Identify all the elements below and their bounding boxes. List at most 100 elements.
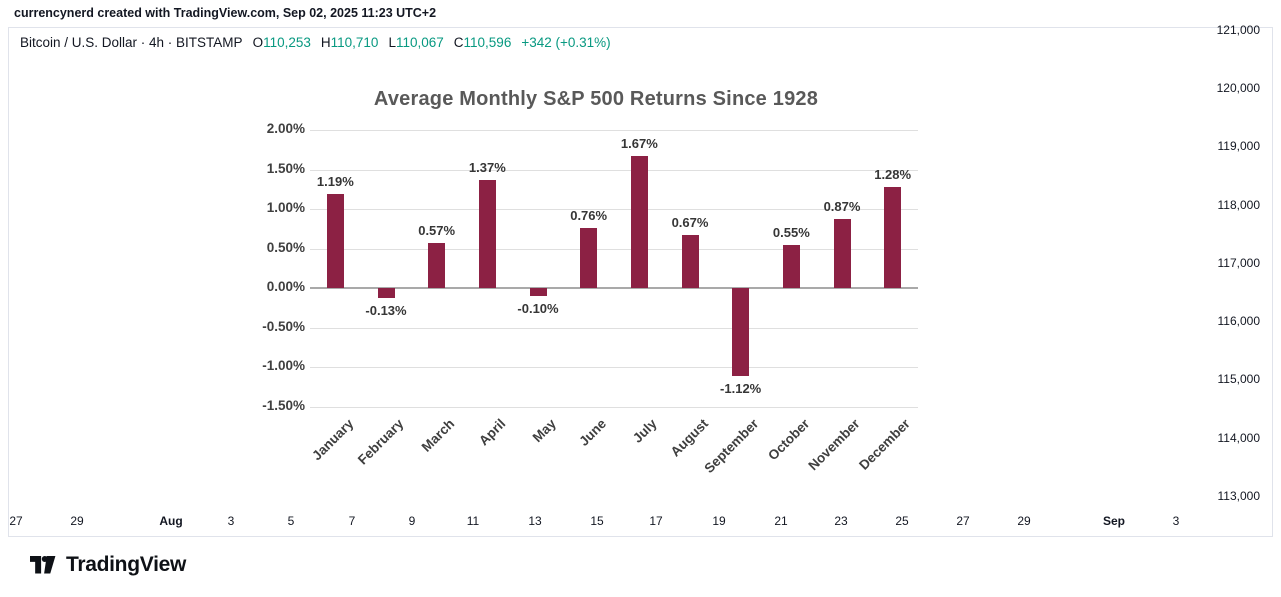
time-scale-label: 23 <box>834 514 848 528</box>
ohlc-token-l: L110,067 <box>388 35 443 50</box>
price-scale-label: 117,000 <box>1217 256 1261 270</box>
month-label-july: July <box>630 416 660 446</box>
ohlc-value: 110,710 <box>330 35 379 50</box>
price-scale-label: 113,000 <box>1217 489 1261 503</box>
bar-value-march: 0.57% <box>418 222 456 238</box>
price-scale-label: 115,000 <box>1217 372 1261 386</box>
bar-june <box>580 227 598 288</box>
month-label-april: April <box>475 416 508 449</box>
symbol-title: Bitcoin / U.S. Dollar · 4h · BITSTAMP <box>20 35 243 50</box>
ohlc-letter: L <box>388 35 396 50</box>
y-axis-tick-label: -1.00% <box>262 358 305 373</box>
bar-november <box>833 219 851 288</box>
bar-august <box>681 235 699 288</box>
tradingview-logo-icon <box>30 555 56 573</box>
month-label-january: January <box>308 416 356 464</box>
time-scale-label: 27 <box>9 514 23 528</box>
chart-y-axis: 2.00% 1.50% 1.00% 0.50% 0.00% -0.50% -1.00% -1.… <box>0 0 305 597</box>
bar-september <box>732 288 750 377</box>
bar-value-july: 1.67% <box>620 136 658 152</box>
bar-value-november: 0.87% <box>823 199 861 215</box>
bar-april <box>478 179 496 288</box>
price-scale-label: 114,000 <box>1217 431 1261 445</box>
time-scale-label: 15 <box>590 514 604 528</box>
gridline <box>310 169 918 171</box>
price-scale-label: 118,000 <box>1217 198 1261 212</box>
y-axis-tick-label: 0.00% <box>266 279 305 294</box>
time-scale-label: 11 <box>466 514 480 528</box>
month-label-august: August <box>667 416 711 460</box>
bar-december <box>884 186 902 288</box>
ohlc-value: 110,067 <box>395 35 444 50</box>
y-axis-tick-label: -1.50% <box>262 397 305 413</box>
gridline <box>310 367 918 368</box>
ohlc-value: 110,253 <box>263 35 311 50</box>
price-scale-label: 116,000 <box>1217 314 1261 328</box>
bar-value-june: 0.76% <box>570 207 608 223</box>
time-scale-label: 13 <box>528 514 542 528</box>
bar-value-february: -0.13% <box>365 303 407 319</box>
bar-march <box>428 242 446 288</box>
ohlc-token-c: C110,596 <box>454 35 512 50</box>
month-label-november: November <box>805 416 863 474</box>
gridline <box>310 130 918 131</box>
bar-february <box>377 288 395 299</box>
time-scale-label: 3 <box>1172 514 1180 528</box>
gridline <box>310 406 918 408</box>
chart-title: Average Monthly S&P 500 Returns Since 19… <box>373 88 819 110</box>
time-scale-label: 19 <box>712 514 726 528</box>
bar-value-may: -0.10% <box>517 300 559 316</box>
ohlc-letter: H <box>320 35 331 50</box>
gridline <box>310 248 918 250</box>
time-scale-label: 5 <box>287 514 295 528</box>
time-scale-label: Sep <box>1102 514 1126 528</box>
y-axis-tick-label: -0.50% <box>262 318 305 334</box>
time-scale-label: 3 <box>227 514 235 528</box>
price-scale: 121,000 120,000 119,000 118,000 117,000 116,0… <box>1190 0 1260 597</box>
pane-border-top <box>8 27 1273 28</box>
time-scale-label: Aug <box>159 514 183 528</box>
time-scale-label: 29 <box>70 514 84 528</box>
bar-value-september: -1.12% <box>720 381 762 397</box>
tradingview-logo-text: TradingView <box>66 553 187 576</box>
bar-may <box>529 288 547 296</box>
ohlc-token-o: O110,253 <box>253 35 311 50</box>
pane-border-left <box>8 27 9 537</box>
tradingview-logo[interactable]: TradingView <box>30 553 186 577</box>
price-scale-label: 121,000 <box>1216 23 1260 37</box>
ohlc-value: 110,596 <box>463 35 512 50</box>
month-label-december: December <box>856 416 914 473</box>
time-scale-label: 21 <box>774 514 788 528</box>
zero-gridline <box>310 287 918 289</box>
ohlc-letter: O <box>252 35 264 50</box>
month-label-june: June <box>576 416 610 449</box>
price-scale-label: 119,000 <box>1217 139 1261 153</box>
gridline <box>310 327 918 329</box>
time-scale-label: 27 <box>956 514 970 528</box>
time-scale-label: 7 <box>348 514 356 528</box>
month-label-february: February <box>355 416 407 468</box>
y-axis-tick-label: 1.00% <box>266 200 305 215</box>
symbol-header: Bitcoin / U.S. Dollar · 4h · BITSTAMP O1… <box>20 35 611 50</box>
bar-october <box>782 244 800 288</box>
bar-value-december: 1.28% <box>874 166 912 182</box>
time-scale-label: 25 <box>895 514 909 528</box>
y-axis-tick-label: 2.00% <box>266 121 305 136</box>
bar-january <box>326 193 344 288</box>
bar-value-january: 1.19% <box>316 173 354 189</box>
month-label-october: October <box>764 416 812 464</box>
pane-border-right <box>1272 27 1273 537</box>
pane-border-bottom <box>8 536 1273 537</box>
time-scale-label: 17 <box>649 514 663 528</box>
y-axis-tick-label: 1.50% <box>266 160 305 176</box>
price-change: +342 (+0.31%) <box>521 35 611 50</box>
ohlc-token-h: H110,710 <box>321 35 379 50</box>
attribution-text: currencynerd created with TradingView.co… <box>14 6 437 20</box>
bar-value-october: 0.55% <box>772 224 810 240</box>
month-label-may: May <box>529 416 559 446</box>
bar-value-august: 0.67% <box>671 215 709 231</box>
bar-value-april: 1.37% <box>468 159 506 175</box>
gridline <box>310 209 918 210</box>
y-axis-tick-label: 0.50% <box>266 239 305 255</box>
